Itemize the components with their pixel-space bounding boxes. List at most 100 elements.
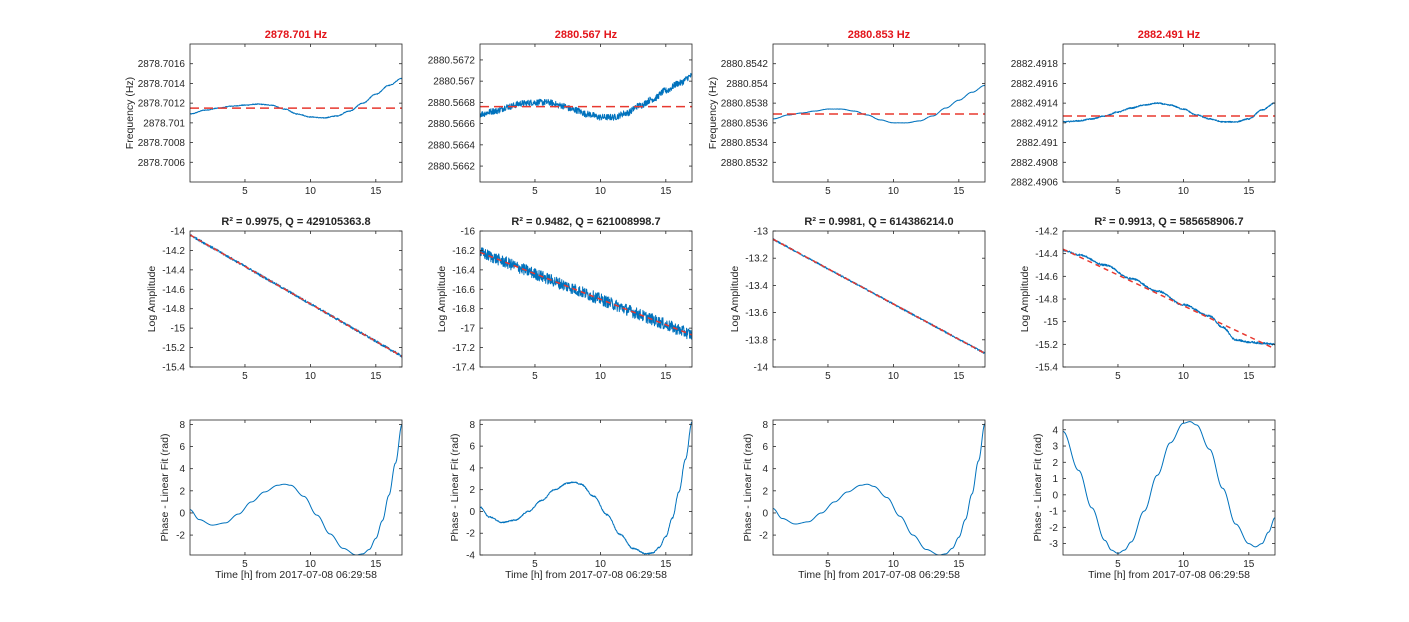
x-axis-label: Time [h] from 2017-07-08 06:29:58 [215, 569, 377, 581]
x-axis-label: Time [h] from 2017-07-08 06:29:58 [1088, 569, 1250, 581]
x-tick-label: 5 [825, 371, 831, 382]
y-tick-label: -1 [1049, 507, 1058, 518]
y-tick-label: -15.2 [1035, 340, 1058, 351]
y-tick-label: -16.8 [452, 304, 475, 315]
axes-box [1062, 419, 1276, 556]
y-tick-label: 6 [762, 442, 768, 453]
y-tick-label: -2 [759, 531, 768, 542]
y-tick-label: -15 [171, 324, 186, 335]
panel-frequency-4: 5 10 15 2882.4906 2882.4908 2882.491 2882.4912… [1011, 29, 1276, 197]
panel-amplitude-1: 5 10 15 -15.4 -15.2 -15 -14.8 -14.6 -14.4 -14.2 -1… [146, 216, 403, 382]
y-tick-label: -16.6 [452, 285, 475, 296]
panel-title: R² = 0.9981, Q = 614386214.0 [804, 216, 953, 228]
y-tick-label: 2 [469, 485, 475, 496]
y-tick-label: 3 [1052, 442, 1058, 453]
axes-box [479, 419, 693, 556]
x-tick-label: 15 [953, 559, 965, 570]
panel-title: 2878.701 Hz [265, 29, 328, 41]
data-series-line [1063, 421, 1275, 554]
y-tick-label: 2880.8532 [721, 158, 769, 169]
y-axis-label: Frequency (Hz) [707, 77, 719, 149]
y-tick-label: -3 [1049, 539, 1058, 550]
panel-title: R² = 0.9913, Q = 585658906.7 [1094, 216, 1243, 228]
y-tick-label: 6 [469, 442, 475, 453]
y-tick-label: 2 [762, 486, 768, 497]
y-tick-label: 1 [1052, 474, 1058, 485]
y-tick-label: 2878.7014 [138, 79, 186, 90]
panel-phase-2: 5 10 15 -4 -2 0 2 4 6 8 Phase - Linear Fit (rad) Ti… [449, 419, 693, 581]
axes-box [772, 230, 986, 368]
data-series-line [480, 421, 692, 555]
panel-frequency-2: 5 10 15 2880.5662 2880.5664 2880.5666 2880.566… [428, 29, 693, 197]
y-tick-label: -16.2 [452, 246, 475, 257]
y-tick-label: 2878.7016 [138, 59, 186, 70]
y-tick-label: 2878.7008 [138, 138, 186, 149]
panel-phase-1: 5 10 15 -2 0 2 4 6 8 Phase - Linear Fit (rad) Time… [159, 419, 403, 581]
data-series-line [190, 424, 402, 555]
y-tick-label: -17 [461, 324, 476, 335]
y-tick-label: -14.6 [162, 285, 185, 296]
axes-box [189, 419, 403, 556]
y-tick-label: 2882.4914 [1011, 99, 1059, 110]
y-tick-label: 0 [179, 508, 185, 519]
y-tick-label: -13.8 [745, 335, 768, 346]
x-tick-label: 5 [1115, 371, 1121, 382]
x-tick-label: 5 [242, 371, 248, 382]
y-tick-label: -2 [176, 531, 185, 542]
y-tick-label: -14.2 [162, 246, 185, 257]
x-tick-label: 10 [305, 186, 317, 197]
y-tick-label: 4 [469, 463, 475, 474]
x-tick-label: 15 [660, 371, 672, 382]
panel-amplitude-2: 5 10 15 -17.4 -17.2 -17 -16.8 -16.6 -16.4 -16.2 -1… [436, 216, 693, 382]
y-axis-label: Phase - Linear Fit (rad) [742, 434, 754, 542]
y-tick-label: 2882.4916 [1011, 79, 1059, 90]
y-tick-label: -15.4 [1035, 363, 1058, 374]
axes-box [189, 230, 403, 368]
panel-frequency-3: 5 10 15 2880.8532 2880.8534 2880.8536 2880.853… [707, 29, 986, 197]
axes-box [772, 43, 986, 183]
y-tick-label: -13 [754, 227, 769, 238]
data-series-line [773, 423, 985, 555]
y-tick-label: -2 [466, 529, 475, 540]
x-tick-label: 15 [1243, 559, 1255, 570]
y-tick-label: 2878.7012 [138, 99, 186, 110]
y-tick-label: 4 [1052, 425, 1058, 436]
y-tick-label: -17.4 [452, 363, 475, 374]
y-tick-label: 2880.8536 [721, 118, 769, 129]
panel-title: R² = 0.9482, Q = 621008998.7 [511, 216, 660, 228]
y-tick-label: -14 [754, 363, 769, 374]
y-tick-label: -13.6 [745, 308, 768, 319]
x-tick-label: 15 [660, 186, 672, 197]
x-tick-label: 5 [532, 559, 538, 570]
y-tick-label: 2880.5666 [428, 119, 476, 130]
x-tick-label: 5 [532, 186, 538, 197]
panel-title: 2882.491 Hz [1138, 29, 1201, 41]
panel-phase-4: 5 10 15 -3 -2 -1 0 1 2 3 4 Phase - Linear Fit (rad)… [1032, 419, 1276, 581]
x-tick-label: 10 [1178, 186, 1190, 197]
y-tick-label: 2880.5668 [428, 98, 476, 109]
x-tick-label: 15 [370, 559, 382, 570]
y-tick-label: -16 [461, 227, 476, 238]
panel-amplitude-4: 5 10 15 -15.4 -15.2 -15 -14.8 -14.6 -14.4 -14.2 R²… [1019, 216, 1276, 382]
x-tick-label: 10 [1178, 559, 1190, 570]
y-tick-label: 2882.4908 [1011, 158, 1059, 169]
y-axis-label: Phase - Linear Fit (rad) [449, 434, 461, 542]
y-axis-label: Log Amplitude [1019, 266, 1031, 333]
panel-phase-3: 5 10 15 -2 0 2 4 6 8 Phase - Linear Fit (rad) Time… [742, 419, 986, 581]
x-tick-label: 10 [595, 186, 607, 197]
x-tick-label: 5 [1115, 559, 1121, 570]
y-tick-label: -14.4 [162, 265, 185, 276]
y-tick-label: 2878.7006 [138, 158, 186, 169]
x-tick-label: 10 [888, 371, 900, 382]
y-tick-label: -14.8 [1035, 295, 1058, 306]
y-tick-label: -14.6 [1035, 272, 1058, 283]
y-tick-label: 0 [762, 508, 768, 519]
y-tick-label: 6 [179, 442, 185, 453]
x-tick-label: 5 [825, 186, 831, 197]
y-tick-label: 2880.8542 [721, 59, 769, 70]
y-tick-label: 2880.8534 [721, 138, 769, 149]
axes-box [479, 43, 693, 183]
x-tick-label: 5 [1115, 186, 1121, 197]
data-series-line [480, 247, 692, 340]
